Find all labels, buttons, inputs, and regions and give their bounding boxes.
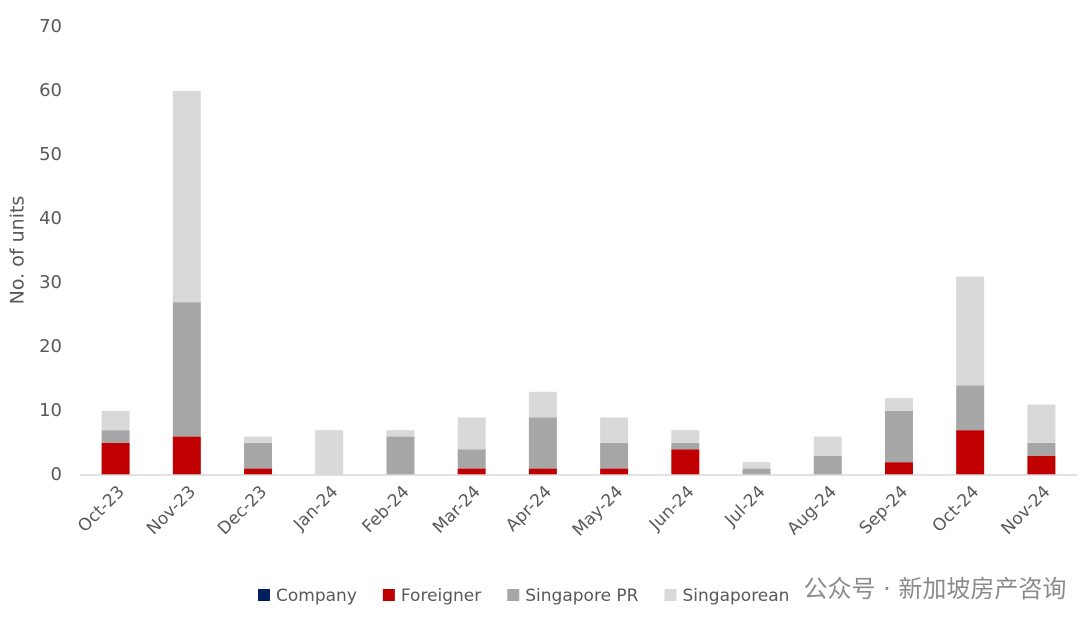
y-tick-label: 50 xyxy=(39,144,62,165)
bar-segment xyxy=(742,468,771,475)
x-tick-label: Mar-24 xyxy=(429,482,485,538)
legend-swatch xyxy=(258,589,270,601)
y-tick-label: 40 xyxy=(39,208,62,229)
bar-segment xyxy=(528,391,557,418)
x-tick-label: Sep-24 xyxy=(856,482,912,538)
bar-segment xyxy=(1027,443,1056,456)
bar-segment xyxy=(600,417,629,443)
y-tick-label: 60 xyxy=(39,80,62,101)
bar-segment xyxy=(101,430,130,443)
bar-segment xyxy=(528,468,557,475)
y-tick-label: 10 xyxy=(39,400,62,421)
legend-swatch xyxy=(382,589,395,601)
bar-segment xyxy=(528,417,557,469)
bar-segment xyxy=(671,430,700,443)
x-tick-label: Dec-23 xyxy=(214,482,271,539)
x-tick-label: Jun-24 xyxy=(645,482,698,535)
bar-segment xyxy=(600,443,629,469)
bar-segment xyxy=(956,276,985,386)
bar-segment xyxy=(1027,404,1056,443)
x-tick-label: Jan-24 xyxy=(289,482,342,535)
bar-segment xyxy=(742,462,771,469)
y-tick-label: 0 xyxy=(51,464,62,485)
bar-segment xyxy=(671,443,700,450)
y-tick-label: 30 xyxy=(39,272,62,293)
legend-swatch xyxy=(664,589,677,601)
bar-segment xyxy=(172,91,201,303)
legend-label: Singaporean xyxy=(683,586,790,606)
x-tick-label: Jul-24 xyxy=(721,482,770,531)
x-tick-label: Oct-24 xyxy=(929,482,984,537)
bar-segment xyxy=(1027,455,1056,475)
bar-segment xyxy=(386,430,415,437)
bar-segment xyxy=(884,411,913,463)
bar-segment xyxy=(813,436,842,456)
watermark: 公众号 · 新加坡房产咨询 xyxy=(804,575,1067,603)
bar-segment xyxy=(671,449,700,475)
bar-segment xyxy=(457,449,486,469)
bar-segment xyxy=(386,436,415,475)
bar-segment xyxy=(457,468,486,475)
x-tick-label: May-24 xyxy=(569,482,627,540)
bar-segment xyxy=(315,430,344,475)
bar-segment xyxy=(101,443,130,475)
x-tick-label: Aug-24 xyxy=(784,482,841,539)
bar-segment xyxy=(244,443,273,469)
x-tick-label: Oct-23 xyxy=(74,482,129,537)
x-tick-label: Apr-24 xyxy=(502,482,556,536)
legend-label: Foreigner xyxy=(401,586,481,606)
bar-segment xyxy=(457,417,486,450)
y-axis-label: No. of units xyxy=(7,196,29,305)
bar-segment xyxy=(244,436,273,443)
bar-segment xyxy=(956,430,985,475)
bar-segment xyxy=(884,398,913,411)
bar-segment xyxy=(813,455,842,475)
x-tick-label: Nov-23 xyxy=(143,482,200,539)
bar-segment xyxy=(172,436,201,475)
y-tick-label: 70 xyxy=(39,16,62,37)
bar-segment xyxy=(884,462,913,475)
y-tick-label: 20 xyxy=(39,336,62,357)
x-tick-label: Feb-24 xyxy=(358,482,413,537)
legend-label: Singapore PR xyxy=(525,586,638,606)
legend-swatch xyxy=(507,589,520,601)
bar-segment xyxy=(600,468,629,475)
bar-segment xyxy=(244,468,273,475)
x-tick-label: Nov-24 xyxy=(998,482,1055,539)
bar-segment xyxy=(101,411,130,431)
bar-segment xyxy=(956,385,985,431)
bar-segment xyxy=(172,302,201,437)
legend-label: Company xyxy=(276,586,357,606)
